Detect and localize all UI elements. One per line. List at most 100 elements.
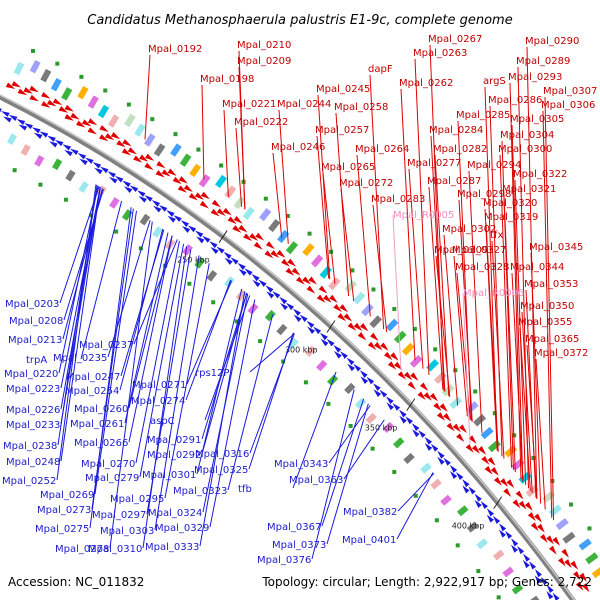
forward-gene-arrow [527,512,536,522]
gene-label: Mpal_0325 [194,465,248,476]
gene-label: Mpal_0254 [65,386,119,397]
forward-gene-arrow [199,200,209,209]
backbone-arc [0,94,576,600]
feature-block [233,196,246,210]
scale-tick-label: 300 kbp [285,346,318,355]
forward-gene-arrow [87,118,98,126]
gc-marker [234,319,239,324]
reverse-gene-arrow [366,376,375,385]
feature-block [304,345,317,357]
label-leader [428,186,444,390]
gene-label: Mpal_0305 [510,114,564,125]
reverse-gene-arrow [3,116,12,123]
gene-label: Mpal_0208 [9,316,63,327]
gene-label: Mpal_0261 [70,419,124,430]
forward-gene-arrow [539,533,548,543]
gc-marker [303,380,308,385]
reverse-gene-arrow [77,153,87,160]
label-leader [292,371,337,489]
gc-marker [163,263,168,268]
gc-marker [114,229,119,234]
forward-gene-arrow [23,87,33,94]
reverse-gene-arrow [62,144,71,151]
gene-label: Mpal_0258 [334,102,388,113]
gc-marker [371,287,376,292]
label-leader [322,172,336,284]
reverse-gene-arrow [517,545,525,555]
gene-label: Mpal_0300 [498,144,552,155]
reverse-gene-arrow [237,262,246,270]
forward-gene-arrow [253,241,263,250]
label-leader [321,398,365,527]
forward-gene-arrow [5,82,16,90]
gene-label: Mpal_0353 [524,279,578,290]
gene-label: Mpal_0237 [79,340,133,351]
reverse-gene-arrow [8,114,18,121]
reverse-gene-arrow [252,279,261,288]
feature-block [170,143,182,157]
forward-gene-arrow [419,382,429,392]
forward-gene-arrow [481,455,490,465]
feature-track [0,48,600,600]
label-leader [443,234,459,406]
forward-gene-arrow [210,208,220,217]
forward-gene-arrow [487,457,496,466]
forward-gene-arrow [500,478,509,487]
reverse-gene-arrow [1,110,10,117]
reverse-gene-arrow [216,246,225,254]
gene-label: Mpal_0277 [407,158,461,169]
gene-label: Mpal_0272 [339,178,393,189]
reverse-gene-arrow [196,236,205,244]
reverse-gene-arrow [94,167,103,175]
gene-label: trpA [26,355,47,366]
label-leader [517,66,529,489]
gc-marker [79,74,84,79]
feature-block [109,197,120,209]
gene-label: Mpal_0320 [483,198,537,209]
label-leader [56,184,97,481]
feature-block [179,153,192,167]
label-leader [468,170,483,433]
forward-gene-arrow [232,225,242,233]
reverse-gene-arrow [123,186,133,193]
gc-marker [211,300,216,305]
feature-block [97,104,110,119]
label-leader [248,332,294,470]
gc-marker [453,368,458,373]
forward-gene-arrow [512,499,521,509]
feature-block [385,318,399,332]
feature-block [182,244,193,256]
gc-marker [434,518,439,523]
forward-gene-arrow [347,322,357,331]
gc-marker [455,543,460,548]
forward-gene-arrow [446,422,455,432]
forward-gene-arrow [270,250,280,259]
gc-marker [531,455,536,460]
genome-summary-text: Topology: circular; Length: 2,922,917 bp… [261,575,592,589]
forward-gene-arrow [200,191,210,200]
feature-block [121,209,133,221]
reverse-gene-arrow [505,530,513,539]
forward-gene-arrow [506,479,515,489]
label-leader [60,187,101,462]
forward-gene-arrow [291,267,301,276]
gene-label: Mpal_0290 [525,36,579,47]
gc-marker [55,61,60,66]
forward-gene-arrow [81,119,92,127]
forward-gene-arrow [403,371,413,381]
reverse-gene-arrow [223,251,232,259]
gene-label: Mpal_0274 [131,396,185,407]
forward-gene-arrow [116,140,126,148]
feature-block [409,355,423,368]
forward-gene-arrow [287,258,296,267]
reverse-gene-arrow [486,514,494,523]
gene-label: Mpal_0343 [274,459,328,470]
feature-block [430,478,442,490]
gc-marker [392,469,397,474]
forward-gene-arrow [41,91,51,99]
feature-block [61,87,73,101]
gc-marker [473,389,478,394]
gene-label: Mpal_0295 [110,494,164,505]
gc-marker [12,168,17,173]
